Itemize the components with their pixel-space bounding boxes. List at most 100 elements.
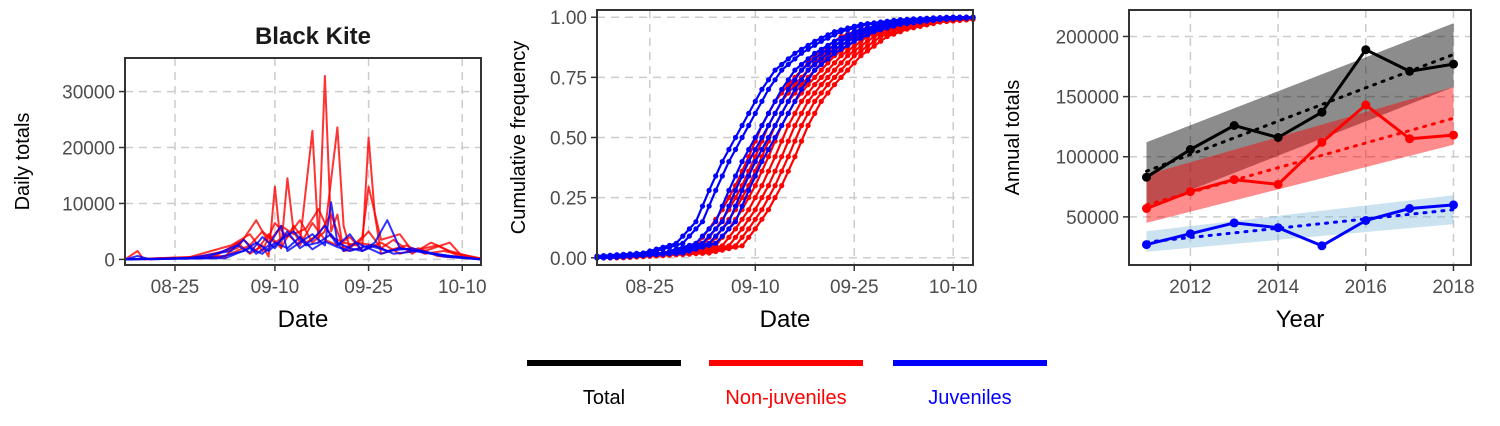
cumulative-point bbox=[858, 43, 864, 49]
legend: Total Non-juveniles Juveniles bbox=[527, 360, 1047, 409]
cumulative-point bbox=[851, 53, 857, 59]
annual-point bbox=[1185, 187, 1195, 197]
cumulative-point bbox=[812, 38, 818, 44]
series-line-juveniles bbox=[124, 236, 482, 261]
cumulative-point bbox=[864, 21, 871, 27]
cumulative-point bbox=[798, 138, 805, 144]
cumulative-point bbox=[845, 48, 851, 54]
cumulative-point bbox=[798, 50, 805, 56]
cumulative-point bbox=[845, 60, 851, 66]
cumulative-point bbox=[706, 250, 712, 256]
cumulative-point bbox=[891, 31, 897, 37]
trend-line-total bbox=[1145, 53, 1455, 173]
annual-point bbox=[1317, 241, 1327, 251]
cumulative-frequency-panel: 08-25 09-10 09-25 10-10 0.00 0.25 0.50 0.75 1.00… bbox=[508, 8, 978, 333]
cumulative-line-juveniles bbox=[597, 16, 974, 259]
cumulative-point bbox=[759, 195, 765, 201]
cumulative-point bbox=[838, 53, 844, 59]
cumulative-point bbox=[706, 233, 712, 239]
cumulative-point bbox=[765, 183, 772, 189]
cumulative-point bbox=[825, 46, 831, 52]
cumulative-point bbox=[785, 77, 791, 83]
cumulative-point bbox=[851, 38, 857, 44]
chart-title: Black Kite bbox=[255, 23, 371, 50]
cumulative-point bbox=[680, 240, 686, 246]
cumulative-point bbox=[765, 122, 772, 129]
cumulative-point bbox=[825, 56, 831, 62]
cumulative-point bbox=[765, 77, 772, 83]
cumulative-point bbox=[831, 38, 838, 44]
cumulative-point bbox=[726, 187, 732, 193]
x-tick-label: 2014 bbox=[1257, 277, 1300, 298]
y-tick-label: 1.00 bbox=[550, 8, 587, 29]
cumulative-point bbox=[746, 207, 752, 213]
cumulative-point bbox=[719, 247, 725, 253]
cumulative-point bbox=[686, 233, 693, 239]
annual-line-juveniles bbox=[1146, 203, 1454, 248]
annual-point bbox=[1273, 223, 1283, 233]
cumulative-point bbox=[759, 207, 765, 213]
cumulative-point bbox=[699, 244, 706, 250]
cumulative-point bbox=[785, 86, 791, 92]
y-tick-label: 30000 bbox=[62, 83, 115, 104]
cumulative-point bbox=[812, 90, 818, 96]
cumulative-point bbox=[785, 138, 791, 144]
cumulative-point bbox=[647, 252, 653, 258]
cumulative-point bbox=[812, 82, 818, 88]
cumulative-point bbox=[686, 226, 693, 232]
cumulative-point bbox=[752, 159, 758, 165]
cumulative-point bbox=[818, 98, 824, 104]
cumulative-point bbox=[779, 61, 785, 68]
cumulative-point bbox=[878, 27, 884, 33]
cumulative-point bbox=[772, 98, 778, 104]
cumulative-point bbox=[772, 195, 778, 201]
cumulative-point bbox=[759, 122, 765, 129]
y-tick-label: 100000 bbox=[1056, 148, 1119, 169]
cumulative-point bbox=[845, 38, 851, 44]
cumulative-point bbox=[924, 18, 930, 24]
cumulative-point bbox=[805, 56, 811, 62]
cumulative-point bbox=[739, 122, 745, 129]
y-tick-label: 200000 bbox=[1056, 27, 1119, 48]
cumulative-point bbox=[732, 203, 739, 209]
cumulative-point bbox=[818, 50, 824, 56]
cumulative-point bbox=[739, 134, 745, 141]
cumulative-point bbox=[798, 77, 805, 83]
legend-label-total: Total bbox=[583, 387, 625, 409]
legend-label-non_juveniles: Non-juveniles bbox=[725, 387, 846, 409]
annual-point bbox=[1361, 100, 1371, 110]
cumulative-point bbox=[765, 154, 772, 160]
cumulative-point bbox=[746, 216, 752, 222]
cumulative-point bbox=[634, 253, 640, 259]
cumulative-point bbox=[798, 86, 805, 92]
cumulative-point bbox=[732, 146, 739, 153]
cumulative-point bbox=[845, 67, 851, 73]
annual-point bbox=[1405, 134, 1415, 144]
cumulative-point bbox=[620, 254, 627, 260]
cumulative-point bbox=[772, 154, 778, 160]
x-axis-label: Date bbox=[278, 306, 329, 333]
cumulative-point bbox=[772, 122, 778, 129]
cumulative-point bbox=[878, 33, 884, 40]
cumulative-point bbox=[693, 219, 699, 225]
cumulative-point bbox=[785, 168, 791, 174]
annual-point bbox=[1449, 200, 1458, 210]
cumulative-point bbox=[864, 38, 871, 44]
cumulative-point bbox=[812, 56, 818, 62]
cumulative-point bbox=[818, 82, 824, 88]
cumulative-point bbox=[739, 216, 745, 222]
cumulative-point bbox=[726, 246, 732, 252]
x-tick-label: 2016 bbox=[1345, 277, 1387, 298]
cumulative-point bbox=[713, 173, 719, 179]
y-tick-label: 0.25 bbox=[550, 189, 587, 210]
cumulative-point bbox=[719, 219, 725, 225]
cumulative-point bbox=[838, 29, 844, 35]
cumulative-point bbox=[792, 98, 798, 104]
cumulative-point bbox=[699, 233, 706, 239]
cumulative-point bbox=[825, 42, 831, 48]
cumulative-point bbox=[805, 98, 811, 104]
confidence-band-non-juveniles bbox=[1146, 87, 1454, 223]
cumulative-point bbox=[739, 159, 745, 165]
annual-point bbox=[1142, 204, 1151, 213]
cumulative-point bbox=[752, 98, 758, 104]
